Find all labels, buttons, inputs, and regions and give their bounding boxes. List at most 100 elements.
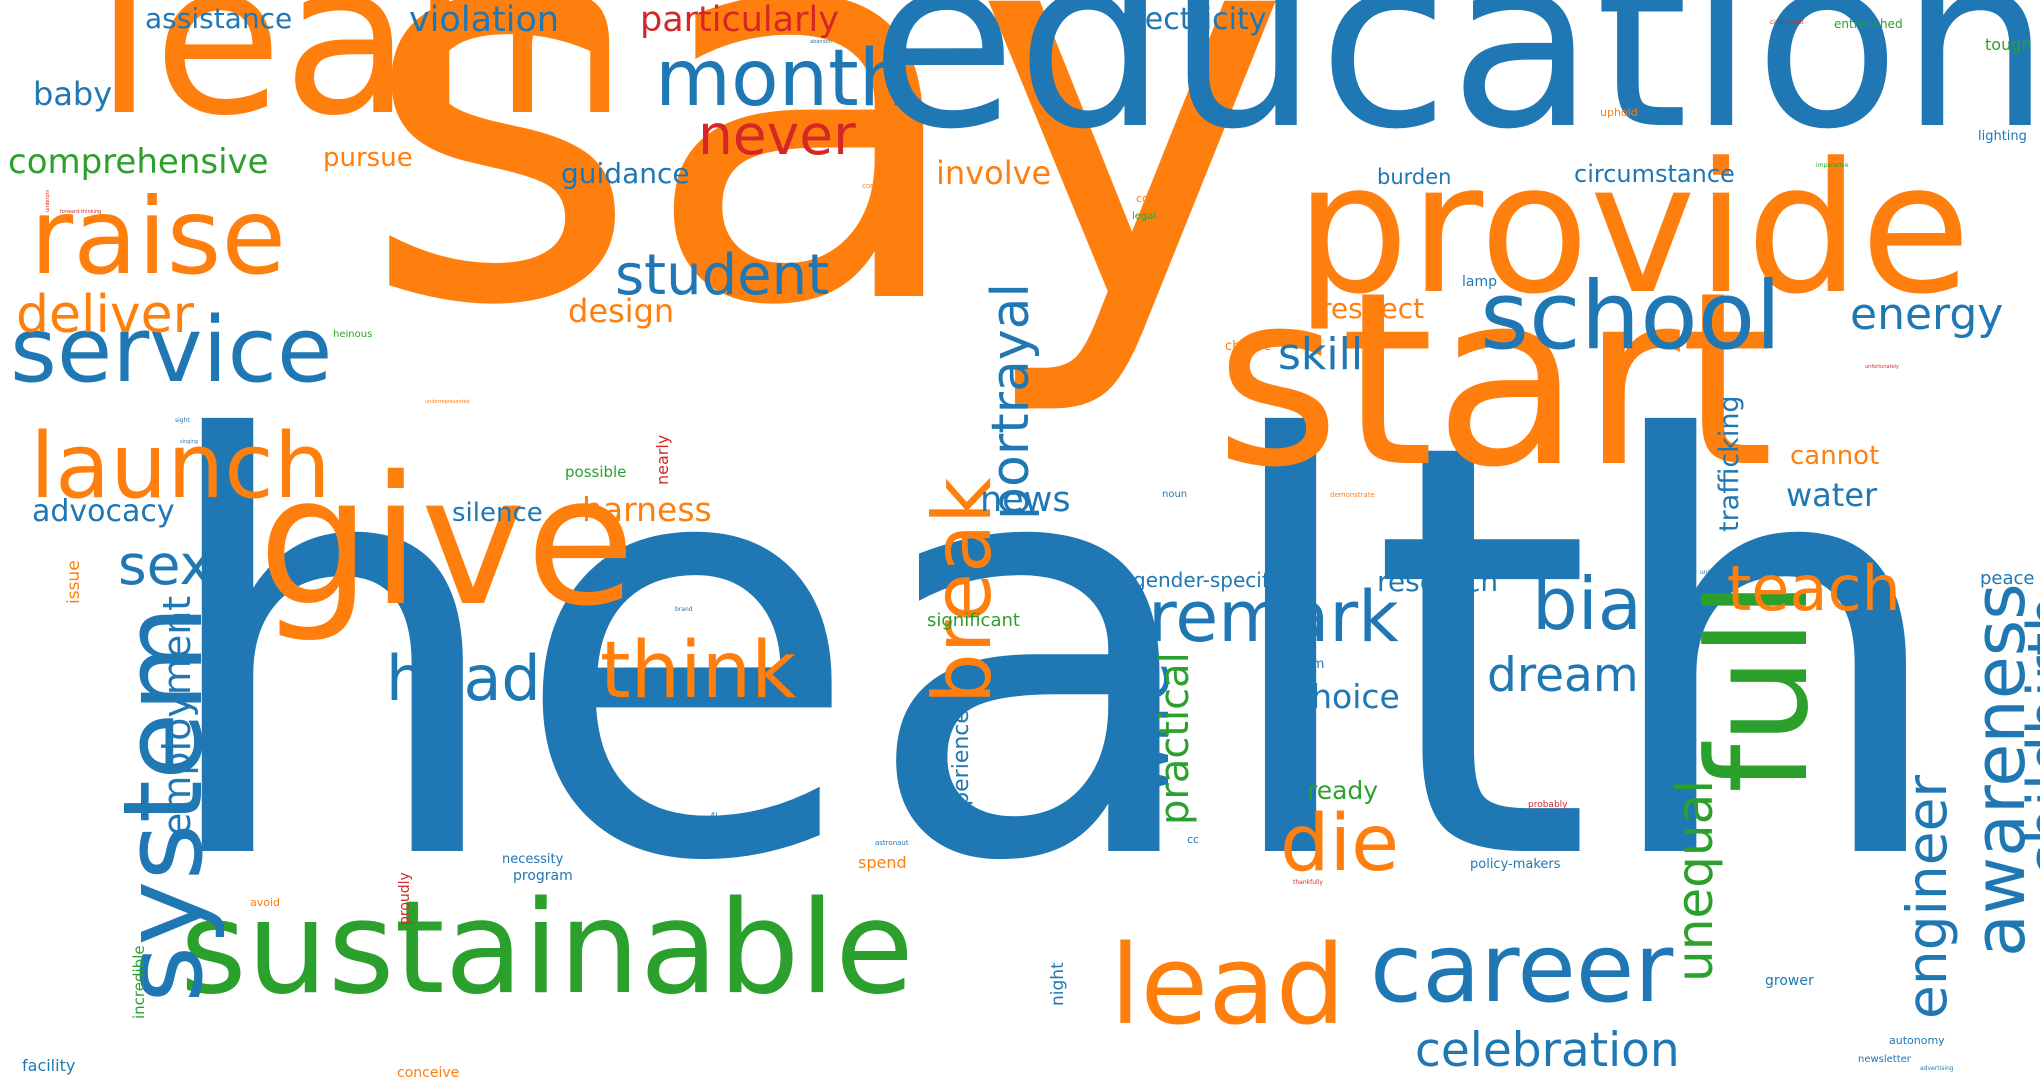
word-student: student	[615, 243, 830, 308]
word-nearly: nearly	[653, 434, 672, 485]
word-give: give	[258, 438, 636, 645]
word-brand: brand	[675, 606, 693, 613]
word-comprehensive: comprehensive	[8, 142, 269, 182]
word-probably: probably	[1528, 800, 1568, 810]
word-experience: experience	[949, 710, 974, 832]
word-design: design	[568, 292, 675, 330]
word-cannot: cannot	[1790, 441, 1880, 471]
word-require: require	[472, 269, 519, 284]
word-sex: sex	[118, 533, 213, 597]
word-advertising: advertising	[1920, 1065, 1954, 1072]
word-policy-makers: policy-makers	[1470, 857, 1561, 872]
word-singing: singing	[180, 439, 199, 445]
word-night: night	[1048, 962, 1068, 1006]
word-respect: respect	[1320, 292, 1425, 325]
word-head: head	[386, 642, 541, 715]
word-assistance: assistance	[145, 2, 293, 35]
word-trafficking: trafficking	[1714, 395, 1745, 532]
word-pursue: pursue	[323, 143, 413, 173]
word-education: education	[870, 0, 2040, 182]
word-particularly: particularly	[640, 0, 839, 40]
word-underpin: underpin	[45, 189, 51, 212]
word-research: research	[1377, 565, 1499, 598]
word-circumvent: circumvent	[1770, 19, 1804, 26]
word-provide: provide	[1295, 125, 1971, 334]
word-baby: baby	[33, 75, 113, 113]
word-teach: teach	[1727, 552, 1901, 625]
word-advocacy: advocacy	[32, 494, 175, 529]
word-water: water	[1786, 476, 1878, 514]
word-issue: issue	[64, 560, 84, 604]
word-lamp: lamp	[1462, 274, 1497, 290]
word-demonstrate: demonstrate	[1330, 491, 1375, 499]
word-die: die	[1280, 799, 1400, 889]
word-avoid: avoid	[250, 896, 281, 909]
word-engineer: engineer	[1895, 774, 1959, 1019]
word-gender-specific: gender-specific	[1133, 568, 1286, 592]
word-peace: peace	[1980, 568, 2035, 589]
word-sustainable: sustainable	[180, 874, 914, 1023]
word-news: news	[980, 480, 1071, 520]
word-school: school	[1480, 262, 1782, 371]
word-sight: sight	[175, 417, 190, 424]
word-ready: ready	[1307, 776, 1379, 805]
word-violation: violation	[409, 0, 560, 40]
word-newsletter: newsletter	[1858, 1054, 1911, 1065]
word-possible: possible	[565, 463, 627, 481]
word-spend: spend	[858, 853, 907, 872]
word-remark: remark	[1148, 576, 1399, 658]
word-silence: silence	[452, 498, 543, 528]
word-guidance: guidance	[561, 157, 690, 190]
word-childbirth: childbirth	[2015, 594, 2040, 878]
word-choice: choice	[1293, 677, 1400, 716]
word-thankfully: thankfully	[1293, 879, 1323, 886]
word-skill: skill	[1278, 329, 1364, 380]
word-significant: significant	[927, 610, 1020, 631]
word-autonomy: autonomy	[1889, 1034, 1945, 1047]
word-grower: grower	[1765, 973, 1814, 989]
word-necessity: necessity	[502, 852, 564, 867]
word-tough: tough	[1985, 35, 2032, 54]
word-launch: launch	[30, 414, 331, 519]
word-update: update	[709, 811, 720, 847]
word-circumstance: circumstance	[1574, 160, 1735, 188]
word-unfortunately: unfortunately	[1865, 364, 1899, 370]
word-unequal: unequal	[1666, 779, 1724, 982]
word-noun: noun	[1162, 489, 1188, 500]
word-universal: universal	[1700, 569, 1728, 576]
word-burden: burden	[1377, 165, 1452, 189]
word-incredible: incredible	[130, 945, 148, 1019]
word-complete: complete	[862, 182, 895, 190]
word-lighting: lighting	[1978, 129, 2027, 144]
word-entrenched: entrenched	[1834, 17, 1903, 31]
word-start: start	[1215, 240, 1774, 520]
word-cc: cc	[1187, 833, 1200, 846]
word-involve: involve	[936, 154, 1052, 192]
word-heinous: heinous	[333, 329, 373, 340]
word-choose: choose	[1225, 339, 1272, 354]
word-deliver: deliver	[16, 285, 195, 345]
word-legal: legal	[1132, 211, 1157, 222]
word-think: think	[600, 626, 797, 716]
word-underrepresented: underrepresented	[425, 399, 470, 405]
word-bias: bias	[1532, 562, 1680, 646]
word-abandon: abandon	[810, 39, 832, 45]
word-reform: reform	[1281, 657, 1325, 672]
word-employment: employment	[155, 595, 199, 836]
word-program: program	[513, 868, 573, 884]
word-career: career	[1370, 914, 1674, 1024]
word-practical: practical	[1152, 652, 1198, 825]
word-electricity: electricity	[1118, 2, 1267, 37]
word-month: month	[655, 34, 909, 124]
word-service: service	[10, 298, 333, 403]
word-forward-thinking: forward-thinking	[60, 209, 102, 215]
word-proudly: proudly	[397, 872, 413, 925]
word-imperative: imperative	[1816, 162, 1849, 169]
word-dream: dream	[1487, 648, 1639, 703]
word-lead: lead	[1110, 921, 1346, 1049]
word-never: never	[698, 103, 856, 167]
word-harness: harness	[582, 490, 712, 529]
word-say: say	[360, 0, 1292, 424]
word-health: health	[150, 323, 1955, 986]
